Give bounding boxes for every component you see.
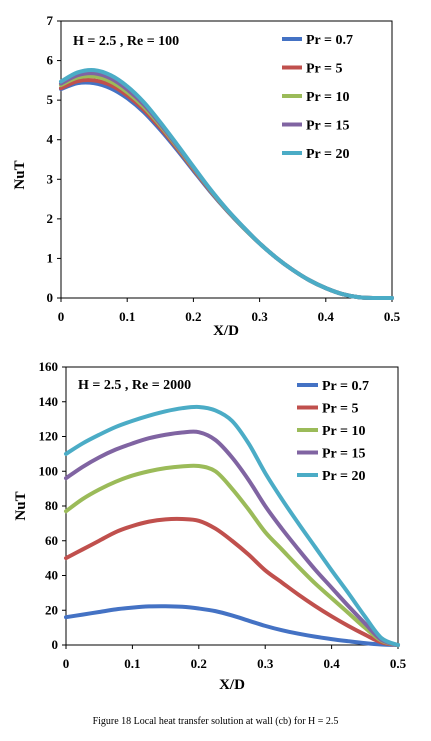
x-tick-label: 0.1	[124, 656, 140, 671]
x-tick-label: 0.2	[191, 656, 207, 671]
series-line-1	[64, 604, 400, 647]
x-tick-label: 0	[58, 309, 65, 324]
plot-area-frame	[60, 20, 393, 299]
legend: Pr = 0.7 Pr = 5 Pr = 10 Pr = 15 Pr = 20	[297, 379, 369, 484]
y-tick-label: 80	[45, 498, 58, 513]
legend-entry: Pr = 10	[322, 424, 366, 439]
chart-2: 0 20 40 60 80 100 120 140 160 0 0.1 0.2 0.3 0.4 0.5 NuT…	[13, 359, 407, 693]
parameter-annotation: H = 2.5 , Re = 100	[73, 34, 179, 49]
y-axis-label: NuT	[12, 160, 28, 189]
y-tick-label: 4	[47, 132, 54, 147]
series-line-3	[59, 74, 394, 301]
series-line-5	[64, 404, 400, 647]
x-axis-label: X/D	[213, 323, 239, 339]
series-line-2	[64, 516, 400, 647]
x-tick-label: 0.3	[251, 309, 268, 324]
legend-entry: Pr = 15	[306, 119, 350, 134]
legend-entry: Pr = 15	[322, 447, 366, 462]
series-line-4	[59, 71, 394, 301]
y-axis-label: NuT	[13, 491, 29, 520]
legend-entry: Pr = 5	[322, 402, 359, 417]
x-tick-label: 0.4	[323, 656, 340, 671]
y-tick-label: 2	[47, 211, 54, 226]
y-tick-label: 1	[47, 250, 54, 265]
figure-canvas: 0 1 2 3 4 5 6 7 0 0.1 0.2 0.3 0.4 0.5 NuT X/D H = 2.5 , …	[12, 13, 407, 693]
legend: Pr = 0.7 Pr = 5 Pr = 10 Pr = 15 Pr = 20	[282, 33, 353, 162]
figure-caption: Figure 18 Local heat transfer solution a…	[92, 716, 339, 727]
x-tick-label: 0.5	[390, 656, 407, 671]
y-tick-label: 7	[47, 13, 54, 28]
x-tick-label: 0.4	[318, 309, 335, 324]
x-tick-label: 0.5	[384, 309, 401, 324]
y-tick-label: 40	[45, 568, 58, 583]
legend-entry: Pr = 20	[322, 469, 366, 484]
y-tick-label: 0	[52, 637, 59, 652]
series-line-3	[64, 463, 400, 647]
y-tick-label: 140	[39, 394, 59, 409]
y-tick-label: 60	[45, 533, 58, 548]
series-line-1	[59, 80, 394, 301]
x-tick-label: 0.1	[119, 309, 135, 324]
legend-entry: Pr = 5	[306, 62, 343, 77]
x-tick-label: 0.3	[257, 656, 274, 671]
y-tick-label: 5	[47, 92, 54, 107]
y-tick-label: 6	[47, 53, 54, 68]
x-tick-label: 0.2	[185, 309, 201, 324]
y-tick-label: 100	[39, 463, 59, 478]
y-tick-label: 160	[39, 359, 59, 374]
y-tick-label: 3	[47, 171, 54, 186]
series-line-2	[59, 77, 394, 301]
legend-entry: Pr = 0.7	[306, 33, 353, 48]
y-tick-label: 20	[45, 602, 58, 617]
x-tick-label: 0	[63, 656, 70, 671]
y-tick-label: 120	[39, 429, 59, 444]
x-axis-label: X/D	[219, 677, 245, 693]
series-line-4	[64, 429, 400, 647]
chart-1: 0 1 2 3 4 5 6 7 0 0.1 0.2 0.3 0.4 0.5 NuT X/D H = 2.5 , …	[12, 13, 401, 339]
parameter-annotation: H = 2.5 , Re = 2000	[78, 378, 191, 393]
series-line-5	[59, 67, 394, 301]
legend-entry: Pr = 0.7	[322, 379, 369, 394]
y-tick-label: 0	[47, 290, 54, 305]
legend-entry: Pr = 10	[306, 90, 350, 105]
legend-entry: Pr = 20	[306, 147, 350, 162]
